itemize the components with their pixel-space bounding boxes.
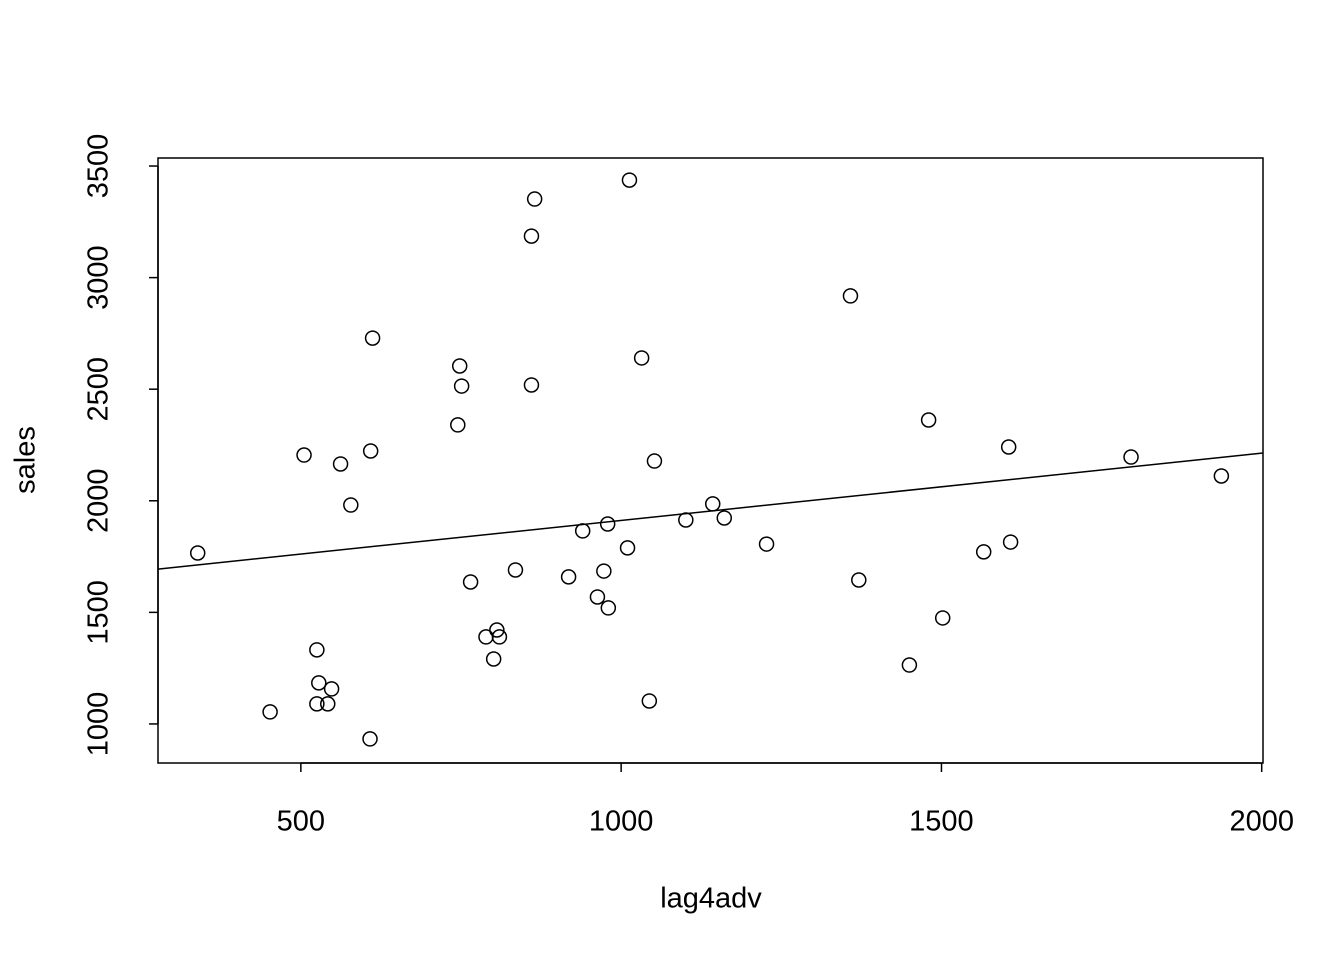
point	[523, 377, 540, 393]
point	[489, 622, 505, 638]
point	[842, 288, 859, 304]
point	[343, 497, 359, 513]
point	[704, 496, 721, 512]
point	[934, 610, 951, 626]
point	[619, 540, 636, 556]
point	[641, 693, 658, 709]
point	[1123, 449, 1139, 465]
x-tick-label: 1500	[909, 806, 974, 838]
x-tick-label: 1000	[589, 806, 654, 838]
point	[851, 572, 867, 588]
point	[309, 696, 325, 712]
point	[311, 675, 327, 691]
point	[901, 657, 918, 673]
point	[758, 536, 775, 552]
y-tick-label: 3500	[83, 134, 115, 199]
point	[362, 731, 378, 747]
y-axis-label: sales	[10, 426, 42, 494]
point	[189, 545, 206, 561]
point	[1002, 534, 1019, 550]
point	[450, 417, 466, 433]
point	[507, 562, 524, 578]
point	[599, 516, 616, 532]
x-tick-label: 500	[277, 806, 325, 838]
point	[526, 191, 543, 207]
point	[1213, 468, 1230, 484]
point	[920, 412, 937, 428]
x-axis-label: lag4adv	[660, 883, 762, 915]
point	[296, 447, 312, 463]
y-tick-label: 1000	[83, 692, 115, 757]
plot-box	[157, 157, 1264, 764]
y-tick-label: 1500	[83, 580, 115, 645]
regression-line	[157, 452, 1264, 570]
point	[453, 378, 470, 394]
point	[332, 456, 349, 472]
point	[596, 563, 612, 579]
point	[485, 651, 502, 667]
point	[309, 642, 325, 658]
point	[633, 350, 650, 366]
point	[621, 172, 638, 188]
y-tick-label: 2000	[83, 469, 115, 534]
point	[975, 544, 992, 560]
y-tick-label: 3000	[83, 245, 115, 310]
point	[523, 228, 540, 244]
point	[451, 358, 468, 374]
point	[262, 704, 278, 720]
point	[560, 569, 577, 585]
point	[462, 574, 479, 590]
point	[323, 681, 340, 697]
point	[320, 696, 336, 712]
point	[589, 589, 606, 605]
point	[678, 512, 694, 528]
point	[574, 523, 591, 539]
point	[1000, 439, 1017, 455]
point	[491, 629, 508, 645]
x-tick-label: 2000	[1229, 806, 1294, 838]
point	[362, 443, 379, 459]
point	[600, 600, 617, 616]
point	[716, 510, 733, 526]
point	[364, 330, 381, 346]
y-tick-label: 2500	[83, 357, 115, 422]
point	[646, 453, 663, 469]
